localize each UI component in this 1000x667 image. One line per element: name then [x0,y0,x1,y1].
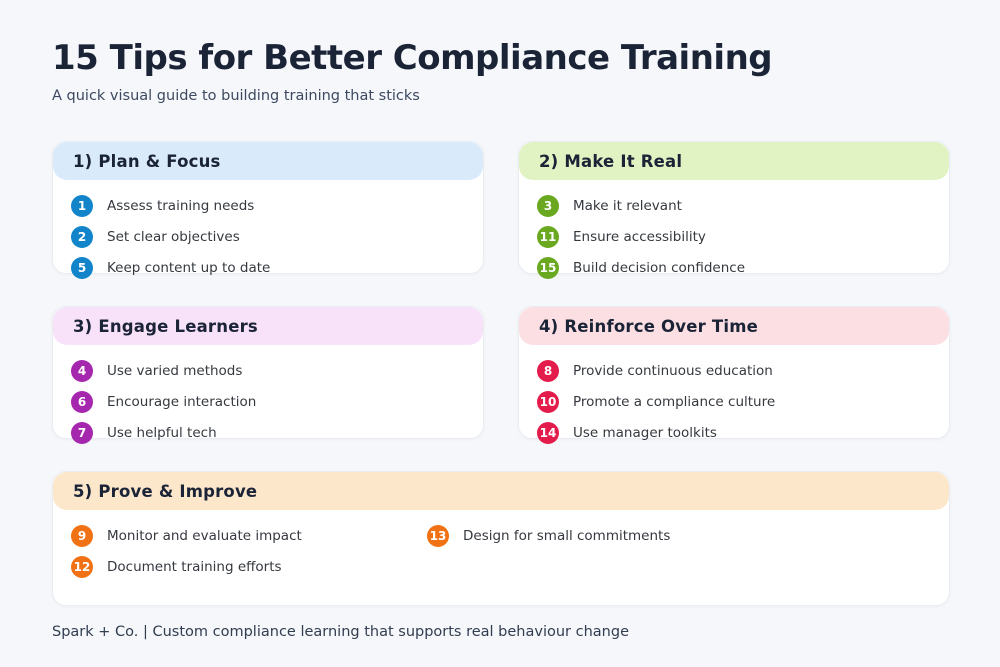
card-items: 9 Monitor and evaluate impact 13 Design … [53,510,949,587]
card-header: 1) Plan & Focus [53,141,483,180]
tip-row: 5 Keep content up to date [71,256,465,279]
tip-number-badge: 10 [537,390,559,413]
card-items: 4 Use varied methods 6 Encourage interac… [53,345,483,444]
tip-label: Promote a compliance culture [573,393,776,410]
card-reinforce-over-time: 4) Reinforce Over Time 8 Provide continu… [518,305,950,444]
tip-label: Build decision confidence [573,259,746,276]
tip-number-badge: 12 [71,555,93,578]
card-engage-learners: 3) Engage Learners 4 Use varied methods … [52,305,484,444]
tip-label: Set clear objectives [107,228,240,245]
tip-row: 9 Monitor and evaluate impact [71,524,427,547]
page-title: 15 Tips for Better Compliance Training [52,38,773,78]
tip-number-badge: 5 [71,256,93,279]
tip-label: Design for small commitments [463,527,671,544]
tip-row: 2 Set clear objectives [71,225,465,248]
card-header: 4) Reinforce Over Time [519,306,949,345]
page-subtitle: A quick visual guide to building trainin… [52,87,420,104]
infographic-page: 15 Tips for Better Compliance Training A… [52,38,950,640]
tip-label: Assess training needs [107,197,255,214]
tip-row: 1 Assess training needs [71,194,465,217]
tip-row: 10 Promote a compliance culture [537,390,931,413]
card-items: 1 Assess training needs 2 Set clear obje… [53,180,483,279]
card-make-it-real: 2) Make It Real 3 Make it relevant 11 En… [518,140,950,279]
card-prove-improve: 5) Prove & Improve 9 Monitor and evaluat… [52,470,950,606]
tip-row: 13 Design for small commitments [427,524,931,547]
tip-number-badge: 2 [71,225,93,248]
cards-grid: 1) Plan & Focus 1 Assess training needs … [52,140,950,606]
tip-label: Use varied methods [107,362,243,379]
tip-label: Monitor and evaluate impact [107,527,302,544]
tip-label: Document training efforts [107,558,282,575]
tip-row: 3 Make it relevant [537,194,931,217]
tip-row: 14 Use manager toolkits [537,421,931,444]
tip-number-badge: 8 [537,359,559,382]
card-plan-focus: 1) Plan & Focus 1 Assess training needs … [52,140,484,279]
tip-number-badge: 7 [71,421,93,444]
tip-row: 12 Document training efforts [71,555,427,578]
tip-row: 15 Build decision confidence [537,256,931,279]
tip-row: 11 Ensure accessibility [537,225,931,248]
tip-label: Ensure accessibility [573,228,706,245]
footer-tagline: Spark + Co. | Custom compliance learning… [52,623,629,640]
tip-number-badge: 1 [71,194,93,217]
tip-number-badge: 11 [537,225,559,248]
tip-number-badge: 13 [427,524,449,547]
tip-row: 7 Use helpful tech [71,421,465,444]
tip-number-badge: 6 [71,390,93,413]
tip-label: Use manager toolkits [573,424,717,441]
tip-number-badge: 3 [537,194,559,217]
tip-number-badge: 15 [537,256,559,279]
card-header: 3) Engage Learners [53,306,483,345]
card-header: 5) Prove & Improve [53,471,949,510]
tip-label: Keep content up to date [107,259,271,276]
tip-row: 4 Use varied methods [71,359,465,382]
tip-label: Provide continuous education [573,362,773,379]
tip-row: 6 Encourage interaction [71,390,465,413]
card-items: 3 Make it relevant 11 Ensure accessibili… [519,180,949,279]
tip-number-badge: 4 [71,359,93,382]
tip-label: Make it relevant [573,197,682,214]
card-items: 8 Provide continuous education 10 Promot… [519,345,949,444]
tip-label: Use helpful tech [107,424,217,441]
card-header: 2) Make It Real [519,141,949,180]
tip-label: Encourage interaction [107,393,257,410]
tip-number-badge: 14 [537,421,559,444]
tip-number-badge: 9 [71,524,93,547]
tip-row: 8 Provide continuous education [537,359,931,382]
